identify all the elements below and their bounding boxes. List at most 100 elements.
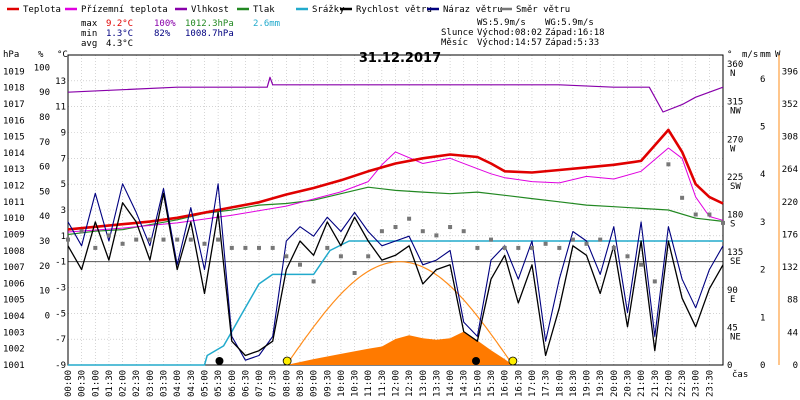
- tick-ms: 3: [760, 218, 765, 228]
- tick-x: 06:00: [228, 370, 238, 397]
- wind-direction-point: [557, 245, 562, 250]
- tick-hpa: 1015: [3, 133, 25, 143]
- legend-label: Vlhkost: [191, 5, 229, 15]
- tick-temp: 7: [61, 154, 66, 164]
- wind-direction-point: [489, 237, 493, 242]
- tick-deg: 45: [727, 323, 738, 333]
- data-series: [66, 76, 725, 366]
- wind-direction-point: [693, 212, 698, 217]
- tick-x: 14:30: [460, 370, 470, 397]
- wind-direction-point: [516, 245, 521, 250]
- tick-hpa: 1005: [3, 296, 25, 306]
- wind-direction-point: [311, 279, 316, 284]
- tick-x: 03:30: [160, 370, 170, 397]
- tick-hpa: 1007: [3, 263, 25, 273]
- tick-pct: 60: [39, 163, 50, 173]
- wind-direction-point: [666, 162, 671, 167]
- stats-block: max 9.2°C 100% 1012.3hPa 2.6mm min 1.3°C…: [81, 19, 280, 49]
- tick-x: 14:00: [446, 370, 456, 397]
- tick-w: 88: [787, 296, 798, 306]
- wind-direction-point: [147, 237, 152, 242]
- tick-hpa: 1004: [3, 312, 25, 322]
- tick-w: 352: [782, 100, 798, 110]
- tick-hpa: 1013: [3, 165, 25, 175]
- tick-hpa: 1019: [3, 67, 25, 77]
- tick-temp: -9: [55, 361, 66, 371]
- tick-temp: -5: [55, 309, 66, 319]
- stat-min-temp: 1.3°C: [106, 29, 133, 39]
- wind-direction-point: [188, 237, 193, 242]
- moon-marker: [472, 357, 481, 365]
- info-sun-rise: Východ:08:02: [477, 28, 542, 38]
- stat-max-hum: 100%: [154, 19, 176, 29]
- tick-x: 17:30: [542, 370, 552, 397]
- tick-w: 264: [782, 165, 798, 175]
- tick-x: 17:00: [528, 370, 538, 397]
- tick-ms: 4: [760, 170, 765, 180]
- info-moon-set: Západ:5:33: [545, 38, 599, 48]
- tick-deg: 180: [727, 211, 743, 221]
- tick-x: 01:00: [91, 370, 101, 397]
- tick-w: 396: [782, 67, 798, 77]
- tick-deg: 90: [727, 286, 738, 296]
- wind-direction-point: [652, 279, 657, 284]
- tick-deg-dir: SE: [730, 257, 741, 267]
- wind-direction-point: [202, 241, 207, 246]
- tick-x: 19:30: [596, 370, 606, 397]
- tick-x: 03:00: [146, 370, 156, 397]
- tick-pct: 40: [39, 212, 50, 222]
- tick-x: 10:00: [337, 370, 347, 397]
- tick-hpa: 1001: [3, 361, 25, 371]
- tick-deg-dir: E: [730, 295, 735, 305]
- axes: hPa% °C1019101810171016101510141013101210…: [3, 50, 798, 397]
- tick-temp: 1: [61, 232, 66, 242]
- moon-marker: [215, 357, 224, 365]
- tick-x: 15:30: [487, 370, 497, 397]
- tick-pct: 100: [34, 63, 50, 73]
- wind-direction-point: [530, 245, 534, 250]
- tick-deg: 225: [727, 173, 743, 183]
- wind-direction-point: [407, 216, 412, 221]
- tick-deg: 270: [727, 135, 743, 145]
- stat-min-press: 1008.7hPa: [185, 29, 234, 39]
- tick-x: 00:00: [64, 370, 74, 397]
- tick-w: 132: [782, 263, 798, 273]
- tick-x: 22:30: [678, 370, 688, 397]
- axis-mm-label: mm: [760, 50, 771, 60]
- info-block: WS:5.9m/s WG:5.9m/s Slunce Východ:08:02 …: [441, 18, 605, 48]
- wind-direction-point: [216, 237, 221, 242]
- stat-max-temp: 9.2°C: [106, 19, 133, 29]
- wind-direction-point: [475, 245, 480, 250]
- wind-direction-point: [243, 245, 248, 250]
- wind-direction-point: [120, 241, 125, 246]
- tick-w: 44: [787, 328, 798, 338]
- tick-pct: 0: [45, 311, 50, 321]
- tick-pct: 50: [39, 187, 50, 197]
- tick-deg-dir: NW: [730, 107, 741, 117]
- tick-x: 10:30: [351, 370, 361, 397]
- legend-label: Rychlost větru: [356, 5, 432, 15]
- wind-direction-point: [366, 254, 371, 259]
- wind-direction-point: [502, 245, 507, 250]
- stat-min-label: min: [81, 29, 97, 39]
- legend-label: Náraz větru: [443, 5, 503, 15]
- tick-x: 23:00: [692, 370, 702, 397]
- legend-label: Teplota: [23, 5, 61, 15]
- tick-temp: 5: [61, 180, 66, 190]
- wind-direction-point: [393, 225, 398, 229]
- legend-label: Přízemní teplota: [81, 5, 168, 15]
- wind-direction-point: [721, 220, 725, 225]
- wind-direction-point: [461, 229, 466, 234]
- axis-pct-label: %: [38, 50, 44, 60]
- solar-theoretical-line: [285, 261, 514, 366]
- tick-temp: -3: [55, 284, 66, 294]
- tick-deg-dir: N: [730, 69, 735, 79]
- stat-min-hum: 82%: [154, 29, 171, 39]
- tick-x: 12:30: [405, 370, 415, 397]
- temperature-line: [67, 128, 724, 231]
- tick-pct: 90: [39, 88, 50, 98]
- wind-direction-point: [270, 245, 275, 250]
- tick-hpa: 1006: [3, 279, 25, 289]
- tick-deg: 360: [727, 60, 743, 70]
